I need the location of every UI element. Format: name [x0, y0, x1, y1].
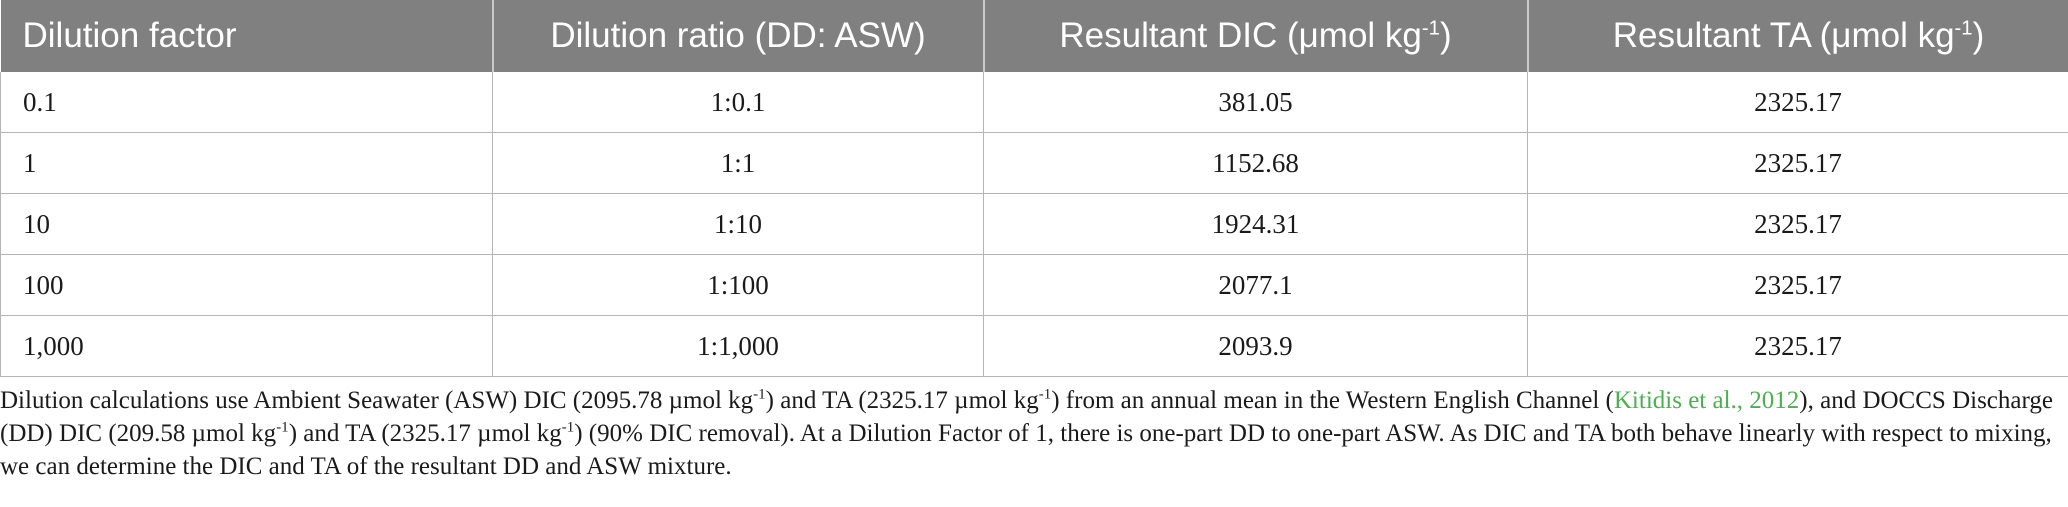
cell-resultant-ta: 2325.17 — [1527, 72, 2068, 133]
cell-dilution-ratio: 1:100 — [492, 254, 984, 316]
cell-resultant-dic: 2077.1 — [983, 254, 1528, 316]
cell-resultant-ta: 2325.17 — [1527, 193, 2068, 255]
cell-dilution-ratio: 1:1,000 — [492, 315, 984, 377]
footnote-text: ) (90% DIC removal). At a Dilution Facto… — [0, 420, 2052, 480]
footnote-exponent: -1 — [1038, 386, 1052, 403]
cell-dilution-ratio: 1:1 — [492, 132, 984, 194]
citation-link[interactable]: Kitidis et al., 2012 — [1613, 387, 1800, 414]
header-row: Dilution factor Dilution ratio (DD: ASW)… — [0, 0, 2068, 72]
header-close: ) — [1972, 16, 1985, 55]
cell-resultant-dic: 2093.9 — [983, 315, 1528, 377]
table-body: 0.1 1:0.1 381.05 2325.17 1 1:1 1152.68 2… — [0, 72, 2068, 377]
footnote-exponent: -1 — [276, 419, 289, 436]
cell-resultant-ta: 2325.17 — [1527, 315, 2068, 377]
dilution-table: Dilution factor Dilution ratio (DD: ASW)… — [0, 0, 2068, 377]
header-text: Dilution ratio (DD: ASW) — [550, 16, 926, 55]
table-row: 0.1 1:0.1 381.05 2325.17 — [0, 72, 2068, 133]
cell-dilution-factor: 10 — [0, 193, 493, 255]
table-footnote: Dilution calculations use Ambient Seawat… — [0, 384, 2060, 483]
header-resultant-ta: Resultant TA (μmol kg-1) — [1527, 0, 2068, 72]
header-dilution-ratio: Dilution ratio (DD: ASW) — [492, 0, 985, 72]
cell-dilution-ratio: 1:0.1 — [492, 72, 984, 133]
table-row: 1 1:1 1152.68 2325.17 — [0, 132, 2068, 194]
cell-resultant-dic: 1152.68 — [983, 132, 1528, 194]
table-header: Dilution factor Dilution ratio (DD: ASW)… — [0, 0, 2068, 72]
header-unit: μmol kg — [1831, 16, 1955, 55]
footnote-text: ) and TA (2325.17 µmol kg — [288, 420, 562, 447]
cell-dilution-factor: 100 — [0, 254, 493, 316]
table-row: 10 1:10 1924.31 2325.17 — [0, 193, 2068, 255]
table-row: 100 1:100 2077.1 2325.17 — [0, 254, 2068, 316]
footnote-text: ) and TA (2325.17 µmol kg — [765, 387, 1039, 414]
header-close: ) — [1439, 16, 1452, 55]
cell-resultant-ta: 2325.17 — [1527, 254, 2068, 316]
footnote-exponent: -1 — [561, 419, 575, 436]
cell-dilution-factor: 1 — [0, 132, 493, 194]
header-resultant-dic: Resultant DIC (μmol kg-1) — [983, 0, 1529, 72]
header-text: Resultant TA ( — [1612, 16, 1832, 55]
footnote-exponent: -1 — [753, 386, 766, 403]
header-dilution-factor: Dilution factor — [0, 0, 494, 72]
footnote-text: Dilution calculations use Ambient Seawat… — [0, 387, 754, 414]
cell-dilution-factor: 0.1 — [0, 72, 493, 133]
cell-dilution-ratio: 1:10 — [492, 193, 984, 255]
cell-resultant-dic: 381.05 — [983, 72, 1528, 133]
header-unit: μmol kg — [1298, 16, 1422, 55]
cell-resultant-ta: 2325.17 — [1527, 132, 2068, 194]
table-container: Dilution factor Dilution ratio (DD: ASW)… — [0, 0, 2068, 377]
cell-dilution-factor: 1,000 — [0, 315, 493, 377]
header-text: Resultant DIC ( — [1059, 16, 1299, 55]
header-unit-exponent: -1 — [1954, 17, 1973, 40]
footnote-text: ) from an annual mean in the Western Eng… — [1051, 387, 1614, 414]
footnote-text: ), and DOCCS Discharge (DD) DIC (209.58 … — [0, 387, 2053, 447]
header-text: Dilution factor — [22, 16, 237, 55]
cell-resultant-dic: 1924.31 — [983, 193, 1528, 255]
header-unit-exponent: -1 — [1421, 17, 1440, 40]
table-row: 1,000 1:1,000 2093.9 2325.17 — [0, 315, 2068, 377]
